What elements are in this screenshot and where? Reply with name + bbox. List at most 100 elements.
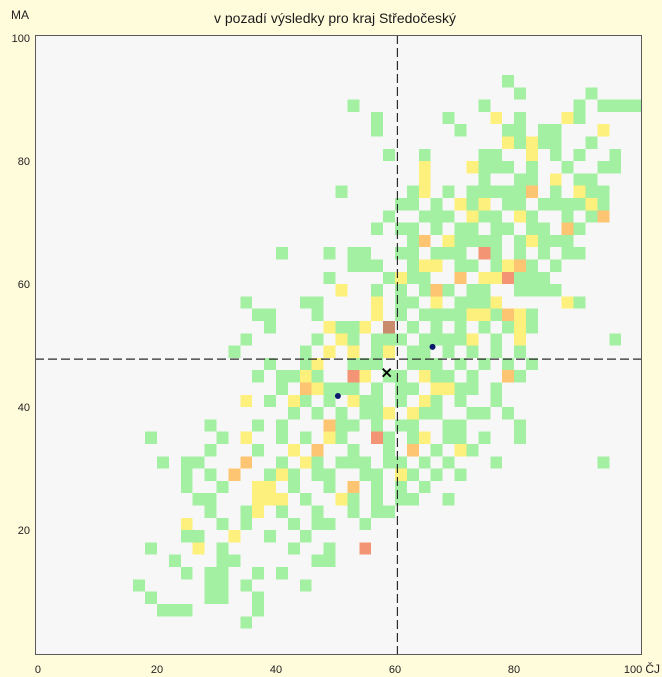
- heatmap-cell: [454, 271, 467, 285]
- heatmap-cell: [418, 259, 431, 272]
- heatmap-cell: [490, 247, 503, 260]
- heatmap-cell: [454, 222, 467, 235]
- heatmap-cell: [514, 185, 526, 198]
- heatmap-cell: [549, 284, 562, 297]
- heatmap-cell: [478, 431, 491, 445]
- heatmap-cell: [276, 567, 288, 580]
- heatmap-cell: [478, 271, 491, 285]
- heatmap-cell: [490, 148, 503, 162]
- heatmap-cell: [299, 394, 312, 408]
- heatmap-cell: [180, 456, 193, 469]
- heatmap-cell: [466, 198, 479, 211]
- heatmap-cell: [514, 419, 526, 432]
- heatmap-cell: [573, 99, 586, 112]
- heatmap-cell: [430, 394, 443, 408]
- heatmap-cell: [502, 136, 515, 149]
- heatmap-cell: [561, 111, 574, 125]
- heatmap-cell: [609, 333, 622, 346]
- heatmap-cell: [549, 173, 562, 186]
- heatmap-cell: [573, 247, 586, 260]
- heatmap-cell: [395, 271, 407, 285]
- heatmap-cell: [145, 431, 157, 445]
- heatmap-cell: [478, 161, 491, 174]
- heatmap-cell: [478, 99, 491, 112]
- heatmap-cell: [276, 493, 288, 506]
- heatmap-cell: [383, 370, 396, 383]
- heatmap-cell: [276, 431, 288, 445]
- heatmap-cell: [490, 394, 503, 408]
- heatmap-cell: [240, 517, 253, 531]
- heatmap-cell: [502, 198, 515, 211]
- heatmap-cell: [347, 394, 360, 408]
- heatmap-cell: [478, 407, 491, 420]
- heatmap-cell: [573, 148, 586, 162]
- heatmap-cell: [406, 247, 419, 260]
- heatmap-cell: [383, 407, 396, 420]
- y-tick-label: 20: [18, 525, 30, 537]
- heatmap-cell: [180, 603, 193, 617]
- heatmap-cell: [335, 321, 348, 334]
- heatmap-cell: [204, 591, 217, 604]
- heatmap-cell: [371, 259, 384, 272]
- heatmap-cell: [216, 542, 229, 555]
- heatmap-cell: [264, 357, 277, 371]
- heatmap-cell: [347, 247, 360, 260]
- cross-marker: [382, 368, 392, 378]
- heatmap-cell: [311, 357, 324, 371]
- heatmap-cell: [442, 333, 455, 346]
- heatmap-cell: [228, 530, 241, 543]
- heatmap-cell: [418, 148, 431, 162]
- heatmap-cell: [299, 530, 312, 543]
- heatmap-cell: [561, 198, 574, 211]
- heatmap-cell: [406, 407, 419, 420]
- heatmap-cell: [490, 259, 503, 272]
- heatmap-cell: [240, 579, 253, 592]
- heatmap-cell: [502, 271, 515, 285]
- heatmap-cell: [395, 480, 407, 494]
- heatmap-cell: [430, 321, 443, 334]
- heatmap-cell: [287, 370, 300, 383]
- heatmap-cell: [406, 321, 419, 334]
- heatmap-cell: [561, 234, 574, 248]
- heatmap-cell: [490, 296, 503, 309]
- heatmap-cell: [406, 419, 419, 432]
- heatmap-cell: [502, 124, 515, 137]
- heatmap-cell: [490, 111, 503, 125]
- heatmap-cell: [490, 185, 503, 198]
- heatmap-cell: [466, 296, 479, 309]
- heatmap-cell: [406, 431, 419, 445]
- heatmap-cell: [311, 382, 324, 395]
- heatmap-cell: [335, 431, 348, 445]
- heatmap-cell: [466, 161, 479, 174]
- heatmap-cell: [406, 185, 419, 198]
- heatmap-cell: [514, 136, 526, 149]
- heatmap-cell: [347, 382, 360, 395]
- heatmap-cell: [216, 567, 229, 580]
- heatmap-cell: [395, 333, 407, 346]
- heatmap-cell: [454, 468, 467, 481]
- heatmap-cell: [406, 222, 419, 235]
- heatmap-cell: [383, 210, 396, 223]
- heatmap-cell: [383, 345, 396, 358]
- heatmap-cell: [549, 124, 562, 137]
- heatmap-cell: [371, 111, 384, 125]
- heatmap-cell: [323, 517, 336, 531]
- heatmap-cell: [466, 284, 479, 297]
- heatmap-cell: [454, 419, 467, 432]
- heatmap-cell: [430, 259, 443, 272]
- heatmap-cell: [585, 87, 598, 100]
- dot-marker: [334, 393, 341, 400]
- heatmap-cell: [395, 222, 407, 235]
- heatmap-cell: [597, 210, 610, 223]
- heatmap-cell: [204, 444, 217, 457]
- heatmap-cell: [454, 394, 467, 408]
- heatmap-cell: [585, 136, 598, 149]
- heatmap-cell: [478, 148, 491, 162]
- heatmap-cell: [609, 161, 622, 174]
- x-tick-label: 20: [151, 664, 163, 676]
- heatmap-cell: [359, 542, 372, 555]
- heatmap-cell: [514, 210, 526, 223]
- heatmap-cell: [585, 210, 598, 223]
- heatmap-cell: [180, 517, 193, 531]
- heatmap-cell: [621, 99, 634, 112]
